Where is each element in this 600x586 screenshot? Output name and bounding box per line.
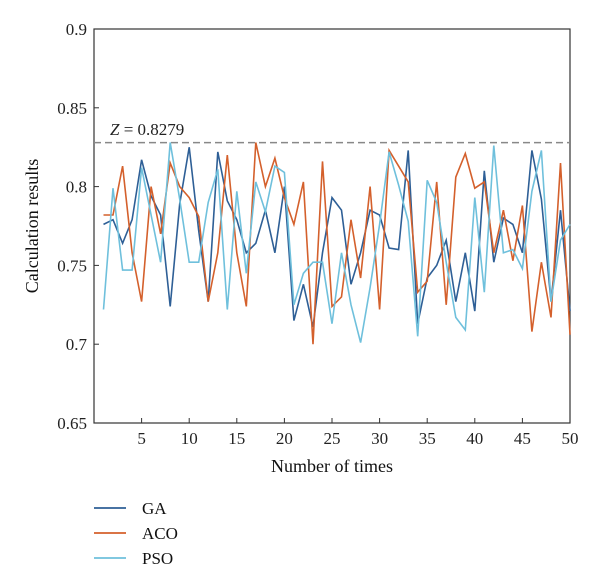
reference-label-value: = 0.8279 (119, 120, 184, 139)
y-tick-label: 0.75 (57, 256, 87, 275)
x-tick-label: 15 (228, 429, 245, 448)
legend-label-pso: PSO (142, 549, 173, 568)
x-tick-label: 40 (466, 429, 483, 448)
x-tick-label: 50 (562, 429, 579, 448)
x-tick-label: 35 (419, 429, 436, 448)
x-tick-label: 20 (276, 429, 293, 448)
series-line-aco (103, 142, 571, 345)
y-tick-label: 0.7 (66, 335, 88, 354)
x-tick-label: 10 (181, 429, 198, 448)
y-axis-title: Calculation results (22, 159, 42, 293)
x-tick-label: 5 (137, 429, 146, 448)
y-tick-label: 0.9 (66, 20, 87, 39)
legend-label-ga: GA (142, 499, 167, 518)
reference-label-variable: Z (110, 120, 120, 139)
x-tick-label: 30 (371, 429, 388, 448)
x-axis-title: Number of times (271, 456, 393, 476)
plot-frame (93, 28, 571, 424)
x-tick-label: 25 (324, 429, 341, 448)
y-tick-label: 0.65 (57, 414, 87, 433)
y-tick-label: 0.8 (66, 178, 87, 197)
y-tick-label: 0.85 (57, 99, 87, 118)
x-tick-label: 45 (514, 429, 531, 448)
y-axis: 0.65 0.7 0.75 0.8 0.85 0.9 (57, 20, 99, 433)
legend: GA ACO PSO (94, 499, 178, 568)
series-layer (102, 142, 571, 345)
series-line-ga (103, 147, 571, 328)
x-axis: 5 10 15 20 25 30 35 40 45 50 (137, 418, 579, 448)
series-line-pso (102, 142, 571, 343)
reference-label: Z = 0.8279 (110, 120, 184, 139)
legend-label-aco: ACO (142, 524, 178, 543)
